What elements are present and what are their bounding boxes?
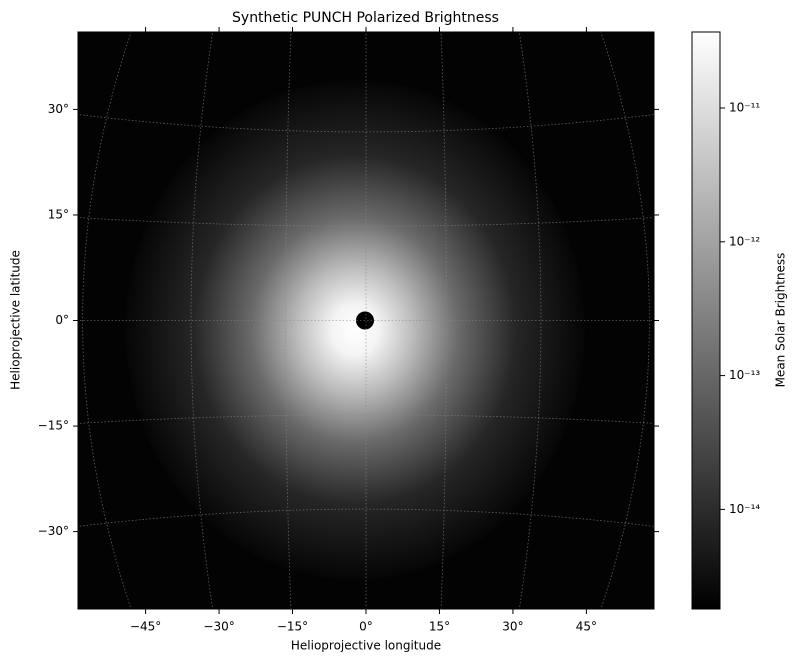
x-tick-label: 0° xyxy=(359,620,373,634)
colorbar xyxy=(691,31,721,610)
image-area xyxy=(78,32,654,609)
y-tick-label: 0° xyxy=(55,313,69,327)
corona-glow xyxy=(125,80,585,580)
grid-line xyxy=(82,32,132,609)
x-tick-label: −30° xyxy=(203,620,234,634)
grid-line xyxy=(285,32,292,609)
x-tick-label: 30° xyxy=(502,620,523,634)
y-tick-label: −15° xyxy=(38,419,69,433)
y-axis-label: Helioprojective latitude xyxy=(9,250,23,390)
colorbar-tick-label: 10⁻¹¹ xyxy=(729,101,760,115)
chart-title: Synthetic PUNCH Polarized Brightness xyxy=(232,10,499,26)
colorbar-label: Mean Solar Brightness xyxy=(774,253,788,388)
grid-line xyxy=(78,114,654,133)
x-tick-label: 45° xyxy=(576,620,597,634)
grid-line xyxy=(78,508,654,527)
grid-line xyxy=(440,32,447,609)
colorbar-tick-label: 10⁻¹⁴ xyxy=(729,502,760,516)
y-tick-label: 15° xyxy=(48,207,69,221)
grid-line xyxy=(78,217,654,227)
grid-line xyxy=(600,32,650,609)
colorbar-tick-label: 10⁻¹³ xyxy=(729,368,760,382)
x-tick-label: −45° xyxy=(130,620,161,634)
y-tick-label: −30° xyxy=(38,524,69,538)
grid-line xyxy=(190,32,214,609)
grid-line xyxy=(518,32,542,609)
grid-line xyxy=(78,414,654,424)
x-tick-label: 15° xyxy=(429,620,450,634)
x-tick-label: −15° xyxy=(277,620,308,634)
y-tick-label: 30° xyxy=(48,102,69,116)
x-axis-label: Helioprojective longitude xyxy=(291,639,441,653)
colorbar-tick-label: 10⁻¹² xyxy=(729,234,760,248)
